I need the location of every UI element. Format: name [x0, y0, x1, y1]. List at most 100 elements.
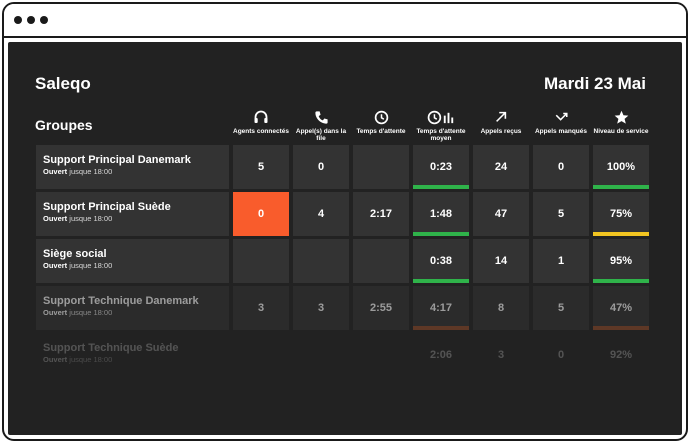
metric-cell-phone — [293, 239, 349, 283]
metric-cell-arrow-up-right: 3 — [473, 333, 529, 377]
metric-value: 8 — [497, 302, 505, 314]
column-header-queue: Appel(s) dans la file — [293, 108, 349, 142]
arrow-up-right-icon — [494, 108, 508, 126]
group-name: Siège social — [43, 248, 107, 260]
metric-cell-arrow-up-right: 14 — [473, 239, 529, 283]
service-status-bar — [593, 279, 649, 283]
metric-value: 5 — [557, 302, 565, 314]
metric-value: 14 — [494, 255, 508, 267]
column-header-received: Appels reçus — [473, 108, 529, 135]
group-hours: Ouvert jusque 18:00 — [43, 167, 229, 177]
group-hours-text: jusque 18:00 — [69, 214, 113, 223]
metric-cell-headset: 5 — [233, 145, 289, 189]
window-dot-icon — [27, 16, 35, 24]
group-name-cell[interactable]: Support Technique Danemark Ouvert jusque … — [36, 286, 229, 330]
metric-value: 2:55 — [369, 302, 393, 314]
column-header-wait: Temps d'attente — [353, 108, 409, 135]
metric-cell-clock: 2:55 — [353, 286, 409, 330]
metric-cell-missed-call: 0 — [533, 333, 589, 377]
metric-value: 92% — [609, 349, 633, 361]
column-header-agents: Agents connectés — [233, 108, 289, 135]
group-name: Support Technique Danemark — [43, 295, 199, 307]
column-header-avg-wait: Temps d'attente moyen — [413, 108, 469, 142]
metric-value: 47 — [494, 208, 508, 220]
group-name-cell[interactable]: Support Principal Danemark Ouvert jusque … — [36, 145, 229, 189]
metric-value: 0 — [557, 161, 565, 173]
window-dot-icon — [14, 16, 22, 24]
metric-cell-missed-call: 0 — [533, 145, 589, 189]
wait-status-bar — [413, 279, 469, 283]
group-hours: Ouvert jusque 18:00 — [43, 308, 229, 318]
metric-cell-arrow-up-right: 8 — [473, 286, 529, 330]
metric-value: 2:06 — [429, 349, 453, 361]
metric-value: 2:17 — [369, 208, 393, 220]
column-header-service: Niveau de service — [593, 108, 649, 135]
group-hours-text: jusque 18:00 — [69, 308, 113, 317]
metric-value: 5 — [257, 161, 265, 173]
service-status-bar — [593, 185, 649, 189]
star-icon — [614, 108, 629, 126]
metric-cell-star: 92% — [593, 333, 649, 377]
metric-cell-clock-chart: 0:38 — [413, 239, 469, 283]
service-status-bar — [593, 326, 649, 330]
metric-value: 24 — [494, 161, 508, 173]
group-hours: Ouvert jusque 18:00 — [43, 355, 229, 365]
metric-cell-clock-chart: 0:23 — [413, 145, 469, 189]
group-status: Ouvert — [43, 214, 68, 223]
metric-value: 5 — [557, 208, 565, 220]
metric-cell-arrow-up-right: 24 — [473, 145, 529, 189]
group-hours: Ouvert jusque 18:00 — [43, 261, 229, 271]
group-status: Ouvert — [43, 308, 68, 317]
metric-cell-phone: 4 — [293, 192, 349, 236]
metric-cell-clock-chart: 2:06 — [413, 333, 469, 377]
window-dot-icon — [40, 16, 48, 24]
metric-cell-arrow-up-right: 47 — [473, 192, 529, 236]
metric-cell-clock — [353, 333, 409, 377]
wait-status-bar — [413, 185, 469, 189]
group-name: Support Technique Suède — [43, 342, 179, 354]
metric-cell-star: 95% — [593, 239, 649, 283]
column-header-missed: Appels manqués — [533, 108, 589, 135]
headset-icon — [253, 108, 269, 126]
group-status: Ouvert — [43, 261, 68, 270]
group-name-cell[interactable]: Support Technique Suède Ouvert jusque 18:… — [36, 333, 229, 377]
metric-value: 4:17 — [429, 302, 453, 314]
window-titlebar — [4, 4, 686, 38]
metric-cell-phone — [293, 333, 349, 377]
metric-value: 0 — [557, 349, 565, 361]
group-name-cell[interactable]: Siège social Ouvert jusque 18:00 — [36, 239, 229, 283]
metric-cell-clock-chart: 1:48 — [413, 192, 469, 236]
group-name-cell[interactable]: Support Principal Suède Ouvert jusque 18:… — [36, 192, 229, 236]
missed-call-icon — [554, 108, 569, 126]
group-status: Ouvert — [43, 355, 68, 364]
metric-cell-clock — [353, 145, 409, 189]
metric-cell-clock-chart: 4:17 — [413, 286, 469, 330]
metric-cell-headset — [233, 333, 289, 377]
metric-value: 3 — [317, 302, 325, 314]
wait-status-bar — [413, 326, 469, 330]
group-name: Support Principal Danemark — [43, 154, 191, 166]
app-title: Saleqo — [35, 74, 91, 93]
metric-cell-headset — [233, 239, 289, 283]
group-name: Support Principal Suède — [43, 201, 171, 213]
clock-chart-icon — [426, 108, 456, 126]
metric-value: 3 — [497, 349, 505, 361]
groups-heading: Groupes — [35, 117, 93, 133]
metric-value: 0 — [317, 161, 325, 173]
metric-value: 47% — [609, 302, 633, 314]
metric-cell-missed-call: 5 — [533, 192, 589, 236]
metric-cell-headset: 0 — [233, 192, 289, 236]
metric-value: 4 — [317, 208, 325, 220]
metric-value: 1:48 — [429, 208, 453, 220]
metric-cell-star: 100% — [593, 145, 649, 189]
metric-cell-star: 47% — [593, 286, 649, 330]
metric-cell-headset: 3 — [233, 286, 289, 330]
group-status: Ouvert — [43, 167, 68, 176]
metric-cell-phone: 3 — [293, 286, 349, 330]
group-hours-text: jusque 18:00 — [69, 167, 113, 176]
group-hours: Ouvert jusque 18:00 — [43, 214, 229, 224]
clock-icon — [374, 108, 389, 126]
group-hours-text: jusque 18:00 — [69, 261, 113, 270]
metric-value: 0:38 — [429, 255, 453, 267]
